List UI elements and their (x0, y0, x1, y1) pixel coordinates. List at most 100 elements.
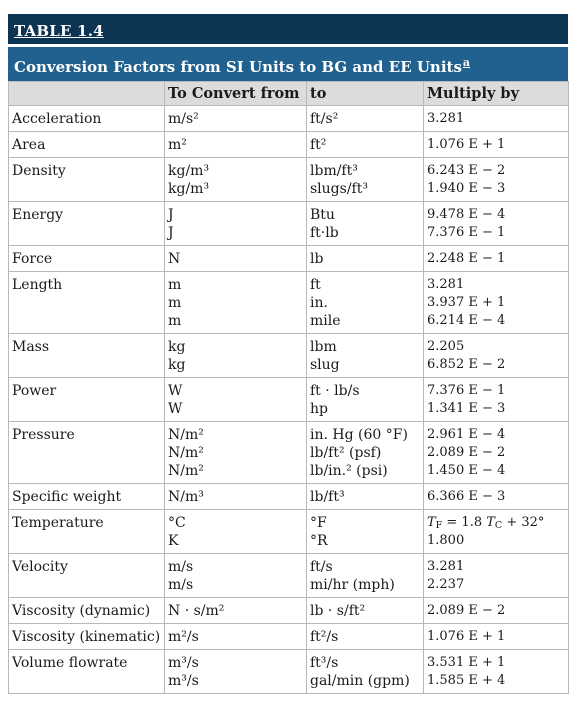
table-row: Viscosity (dynamic) N · s/m² lb · s/ft² 2.0… (8, 597, 569, 624)
from-unit-cell: N · s/m² (164, 597, 307, 624)
unit-value: m³/s (168, 655, 199, 671)
factor-cell: 2.961 E − 4 2.089 E − 2 1.450 E − 4 (423, 421, 569, 484)
unit-value: lbm (310, 339, 337, 355)
unit-value: ft³/s (310, 655, 339, 671)
factor-cell: 6.366 E − 3 (423, 483, 569, 510)
factor-value: 2.089 E − 2 (427, 603, 506, 618)
quantity-cell: Area (8, 131, 165, 158)
table-caption-bar: Conversion Factors from SI Units to BG a… (8, 47, 568, 81)
unit-value: ft · lb/s (310, 383, 360, 399)
to-unit-cell: ft²/s (306, 623, 424, 650)
to-unit-cell: °F °R (306, 509, 424, 554)
factor-value: 2.248 E − 1 (427, 251, 506, 266)
table-row: Specific weight N/m³ lb/ft³ 6.366 E − 3 (8, 483, 569, 510)
factor-value: 7.376 E − 1 (427, 225, 506, 240)
factor-value: 6.243 E − 2 (427, 163, 506, 178)
header-cell-from: To Convert from (164, 81, 307, 106)
factor-value: TF = 1.8 TC + 32° (427, 515, 545, 531)
from-unit-cell: kg/m³ kg/m³ (164, 157, 307, 202)
unit-value: hp (310, 401, 328, 417)
table-row: Temperature °C K °F °R TF = 1.8 TC + 32° 1.800 (8, 509, 569, 554)
caption-footnote-link[interactable]: a (462, 56, 471, 69)
factor-value: 3.531 E + 1 (427, 655, 506, 670)
table-row: Area m² ft² 1.076 E + 1 (8, 131, 569, 158)
to-unit-cell: lb · s/ft² (306, 597, 424, 624)
factor-cell: 3.281 2.237 (423, 553, 569, 598)
table-row: Energy J J Btu ft·lb 9.478 E − 4 7.376 E − 1 (8, 201, 569, 246)
factor-cell: 3.281 3.937 E + 1 6.214 E − 4 (423, 271, 569, 334)
unit-value: Btu (310, 207, 335, 223)
factor-cell: 1.076 E + 1 (423, 623, 569, 650)
table-row: Density kg/m³ kg/m³ lbm/ft³ slugs/ft³ 6.243 E… (8, 157, 569, 202)
factor-value: 3.281 (427, 111, 465, 126)
table-row: Mass kg kg lbm slug 2.205 6.852 E − 2 (8, 333, 569, 378)
factor-cell: 6.243 E − 2 1.940 E − 3 (423, 157, 569, 202)
unit-value: lb · s/ft² (310, 603, 366, 619)
conversion-table: To Convert from to Multiply by Accelerat… (8, 81, 569, 694)
factor-value: 3.281 (427, 277, 465, 292)
unit-value: J (168, 225, 174, 241)
unit-value: m² (168, 137, 187, 153)
quantity-cell: Acceleration (8, 105, 165, 132)
to-unit-cell: lbm slug (306, 333, 424, 378)
unit-value: W (168, 401, 183, 417)
unit-value: ft² (310, 137, 327, 153)
unit-value: slug (310, 357, 340, 373)
unit-value: lb/ft² (psf) (310, 445, 382, 461)
table-row: Velocity m/s m/s ft/s mi/hr (mph) 3.281 2.237 (8, 553, 569, 598)
unit-value: ft²/s (310, 629, 339, 645)
unit-value: lb (310, 251, 324, 267)
header-row: To Convert from to Multiply by (8, 81, 569, 106)
unit-value: N/m² (168, 427, 204, 443)
unit-value: °F (310, 515, 327, 531)
factor-value: 1.940 E − 3 (427, 181, 506, 196)
from-unit-cell: °C K (164, 509, 307, 554)
header-cell-quantity (8, 81, 165, 106)
quantity-cell: Pressure (8, 421, 165, 484)
quantity-cell: Energy (8, 201, 165, 246)
from-unit-cell: m/s² (164, 105, 307, 132)
from-unit-cell: m²/s (164, 623, 307, 650)
unit-value: ft·lb (310, 225, 339, 241)
to-unit-cell: ft/s² (306, 105, 424, 132)
unit-value: mi/hr (mph) (310, 577, 395, 593)
unit-value: m²/s (168, 629, 199, 645)
factor-cell: 2.205 6.852 E − 2 (423, 333, 569, 378)
factor-cell: 7.376 E − 1 1.341 E − 3 (423, 377, 569, 422)
unit-value: ft/s (310, 559, 333, 575)
factor-value: 9.478 E − 4 (427, 207, 506, 222)
to-unit-cell: ft/s mi/hr (mph) (306, 553, 424, 598)
table-row: Viscosity (kinematic) m²/s ft²/s 1.076 E + … (8, 623, 569, 650)
from-unit-cell: m³/s m³/s (164, 649, 307, 694)
unit-value: °C (168, 515, 186, 531)
unit-value: lb/in.² (psi) (310, 463, 388, 479)
unit-value: slugs/ft³ (310, 181, 368, 197)
unit-value: N (168, 251, 181, 267)
unit-value: m/s (168, 577, 194, 593)
table-label[interactable]: TABLE 1.4 (14, 22, 104, 40)
factor-value: 6.214 E − 4 (427, 313, 506, 328)
unit-value: in. Hg (60 °F) (310, 427, 408, 443)
factor-value: 2.205 (427, 339, 465, 354)
unit-value: m³/s (168, 673, 199, 689)
factor-value: 1.076 E + 1 (427, 629, 506, 644)
quantity-cell: Power (8, 377, 165, 422)
factor-cell: 2.248 E − 1 (423, 245, 569, 272)
to-unit-cell: ft in. mile (306, 271, 424, 334)
table-row: Acceleration m/s² ft/s² 3.281 (8, 105, 569, 132)
unit-value: °R (310, 533, 328, 549)
quantity-cell: Viscosity (kinematic) (8, 623, 165, 650)
from-unit-cell: N/m³ (164, 483, 307, 510)
unit-value: kg (168, 357, 186, 373)
unit-value: W (168, 383, 183, 399)
factor-value: 1.585 E + 4 (427, 673, 506, 688)
table-container: TABLE 1.4 Conversion Factors from SI Uni… (8, 0, 569, 694)
factor-value: 3.281 (427, 559, 465, 574)
header-cell-factor: Multiply by (423, 81, 569, 106)
unit-value: m (168, 313, 182, 329)
factor-value: 1.076 E + 1 (427, 137, 506, 152)
table-caption: Conversion Factors from SI Units to BG a… (14, 58, 462, 76)
